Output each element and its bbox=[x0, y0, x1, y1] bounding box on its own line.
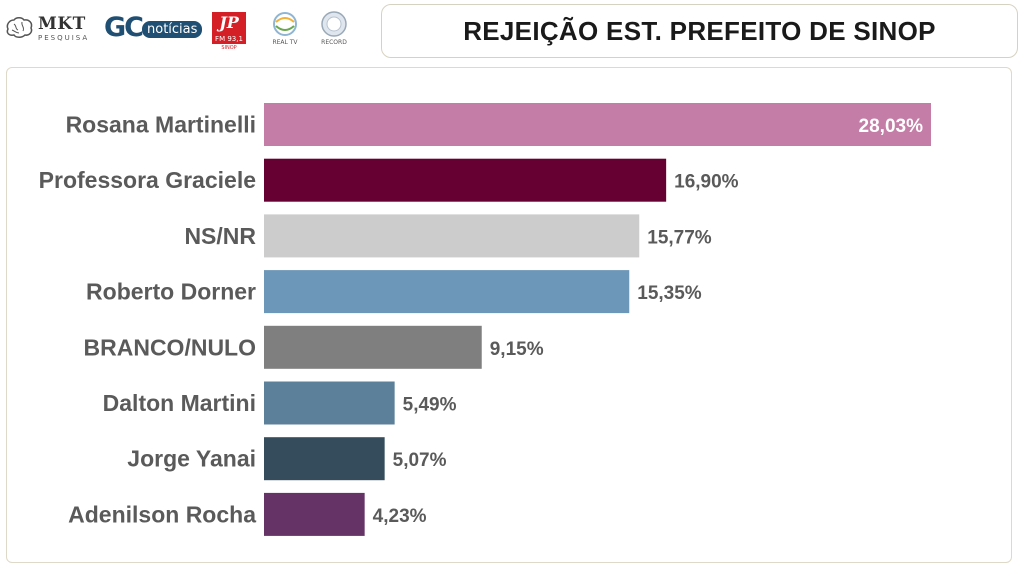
chart-panel: Rosana Martinelli 28,03% Professora Gracie… bbox=[6, 67, 1012, 563]
value-label: 9,15% bbox=[490, 339, 544, 360]
value-label: 5,07% bbox=[393, 450, 447, 471]
jp-logo-frequency: FM 93,1 bbox=[212, 34, 246, 44]
gc-logo-text: notícias bbox=[142, 21, 203, 38]
bar-chart: Rosana Martinelli 28,03% Professora Gracie… bbox=[39, 103, 931, 536]
brain-icon bbox=[6, 17, 33, 38]
category-label: Adenilson Rocha bbox=[68, 501, 256, 527]
bar bbox=[264, 437, 385, 481]
real-tv-caption: REAL TV bbox=[272, 39, 298, 46]
bar bbox=[264, 103, 931, 146]
chart-title: REJEIÇÃO EST. PREFEITO DE SINOP bbox=[463, 15, 936, 46]
value-label: 16,90% bbox=[674, 172, 739, 193]
bar bbox=[264, 270, 630, 314]
category-label: NS/NR bbox=[184, 223, 256, 249]
real-tv-icon bbox=[273, 12, 297, 36]
jp-logo-mark: JP bbox=[212, 12, 246, 34]
gc-logo-mark: GC bbox=[104, 12, 144, 43]
jp-logo-city: SINOP bbox=[221, 45, 237, 51]
value-label: 4,23% bbox=[373, 506, 427, 527]
record-caption: RECORD bbox=[321, 39, 347, 46]
bar bbox=[264, 492, 365, 536]
bar bbox=[264, 381, 395, 425]
logo-strip: MKT PESQUISA GC notícias JP FM 93,1 SINO… bbox=[0, 0, 370, 62]
jovem-pan-logo: JP FM 93,1 SINOP bbox=[212, 12, 246, 51]
category-label: Roberto Dorner bbox=[86, 279, 256, 305]
bar bbox=[264, 325, 482, 369]
bar bbox=[264, 158, 667, 202]
category-label: Professora Graciele bbox=[39, 167, 256, 193]
value-label: 15,35% bbox=[637, 283, 702, 304]
value-label: 5,49% bbox=[403, 395, 457, 416]
category-label: Rosana Martinelli bbox=[66, 112, 256, 138]
value-label: 28,03% bbox=[859, 116, 924, 137]
record-icon bbox=[321, 11, 347, 37]
mkt-pesquisa-logo: MKT PESQUISA bbox=[4, 12, 90, 46]
real-tv-logo: REAL TV bbox=[270, 10, 300, 50]
bar bbox=[264, 214, 640, 258]
gc-noticias-logo: GC notícias bbox=[104, 12, 203, 46]
mkt-logo-text: MKT bbox=[38, 14, 86, 34]
record-logo: RECORD bbox=[318, 10, 350, 50]
category-label: BRANCO/NULO bbox=[84, 334, 257, 360]
title-box: REJEIÇÃO EST. PREFEITO DE SINOP bbox=[381, 4, 1018, 58]
mkt-logo-subtext: PESQUISA bbox=[38, 34, 90, 42]
category-label: Jorge Yanai bbox=[127, 446, 256, 472]
value-label: 15,77% bbox=[647, 227, 712, 248]
category-label: Dalton Martini bbox=[103, 390, 256, 416]
